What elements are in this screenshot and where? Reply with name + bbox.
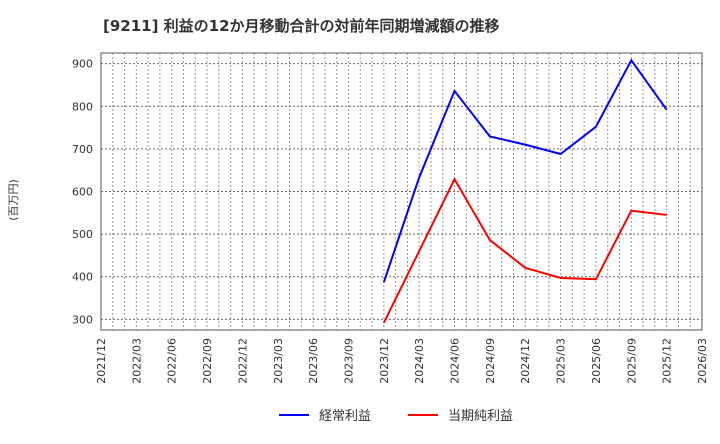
chart-title: [9211] 利益の12か月移動合計の対前年同期増減額の推移 bbox=[103, 17, 500, 35]
x-tick-label: 2024/12 bbox=[519, 338, 532, 384]
x-tick-label: 2023/12 bbox=[378, 338, 391, 384]
x-tick-label: 2023/03 bbox=[272, 338, 285, 384]
y-tick-label: 800 bbox=[72, 100, 93, 113]
y-tick-label: 500 bbox=[72, 228, 93, 241]
legend-label: 当期純利益 bbox=[448, 409, 513, 424]
x-tick-label: 2021/12 bbox=[95, 338, 108, 384]
y-tick-label: 300 bbox=[72, 313, 93, 326]
x-tick-label: 2025/03 bbox=[555, 338, 568, 384]
y-axis-label: (百万円) bbox=[7, 179, 20, 221]
x-tick-label: 2024/09 bbox=[484, 338, 497, 384]
x-tick-label: 2022/09 bbox=[201, 338, 214, 384]
legend-label: 経常利益 bbox=[319, 409, 371, 424]
x-tick-label: 2023/06 bbox=[307, 338, 320, 384]
x-tick-label: 2025/06 bbox=[590, 338, 603, 384]
x-tick-label: 2025/09 bbox=[625, 338, 638, 384]
x-tick-label: 2024/06 bbox=[449, 338, 462, 384]
x-tick-label: 2023/09 bbox=[342, 338, 355, 384]
x-tick-label: 2022/06 bbox=[166, 338, 179, 384]
y-tick-label: 900 bbox=[72, 58, 93, 71]
x-tick-label: 2022/03 bbox=[130, 338, 143, 384]
y-tick-label: 600 bbox=[72, 186, 93, 199]
x-tick-label: 2025/12 bbox=[661, 338, 674, 384]
x-tick-label: 2022/12 bbox=[236, 338, 249, 384]
x-tick-label: 2024/03 bbox=[413, 338, 426, 384]
y-tick-label: 700 bbox=[72, 143, 93, 156]
y-tick-label: 400 bbox=[72, 271, 93, 284]
x-tick-label: 2026/03 bbox=[696, 338, 709, 384]
